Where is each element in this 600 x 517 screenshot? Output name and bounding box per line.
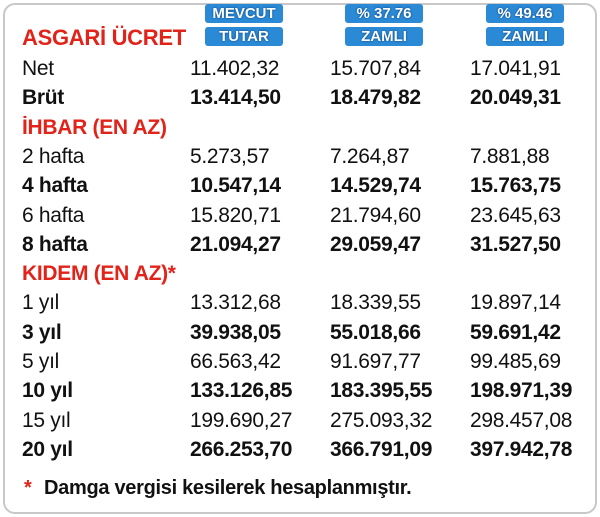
- row-label: 2 hafta: [22, 144, 85, 168]
- cell-value: 13.414,50: [190, 86, 281, 110]
- cell-value: 7.264,87: [330, 144, 410, 168]
- cell-value: 21.794,60: [330, 203, 421, 227]
- row-label: 10 yıl: [22, 379, 73, 403]
- cell-value: 21.094,27: [190, 232, 281, 256]
- note-marker: *: [24, 477, 32, 499]
- cell-value: 11.402,32: [190, 57, 280, 80]
- column-header: % 37.76: [345, 4, 423, 23]
- note-text: Damga vergisi kesilerek hesaplanmıştır.: [44, 477, 412, 499]
- cell-value: 366.791,09: [330, 437, 433, 461]
- cell-value: 99.485,69: [470, 350, 561, 373]
- cell-value: 55.018,66: [330, 320, 421, 344]
- row-label: 5 yıl: [22, 350, 60, 373]
- cell-value: 13.312,68: [190, 291, 281, 315]
- column-header: % 49.46: [486, 4, 564, 23]
- cell-value: 7.881,88: [470, 144, 550, 168]
- cell-value: 91.697,77: [330, 350, 421, 373]
- cell-value: 15.707,84: [330, 57, 421, 80]
- cell-value: 17.041,91: [470, 57, 561, 80]
- row-label: 15 yıl: [22, 408, 71, 432]
- row-label: 6 hafta: [22, 203, 85, 227]
- cell-value: 14.529,74: [330, 174, 421, 198]
- cell-value: 39.938,05: [190, 320, 281, 344]
- cell-value: 29.059,47: [330, 232, 421, 256]
- cell-value: 31.527,50: [470, 232, 561, 256]
- cell-value: 15.820,71: [190, 203, 281, 227]
- cell-value: 397.942,78: [470, 437, 573, 461]
- section-title: İHBAR (EN AZ): [22, 115, 167, 139]
- cell-value: 199.690,27: [190, 408, 293, 432]
- cell-value: 15.763,75: [470, 174, 561, 198]
- cell-value: 275.093,32: [330, 408, 433, 432]
- cell-value: 20.049,31: [470, 86, 561, 110]
- column-header: MEVCUT: [205, 4, 283, 23]
- cell-value: 23.645,63: [470, 203, 561, 227]
- cell-value: 266.253,70: [190, 437, 293, 461]
- row-label: 20 yıl: [22, 437, 73, 461]
- column-header: TUTAR: [205, 27, 283, 46]
- row-label: 1 yıl: [22, 291, 60, 315]
- column-header: ZAMLI: [345, 27, 423, 46]
- cell-value: 298.457,08: [470, 408, 573, 432]
- row-label: Brüt: [22, 86, 64, 110]
- cell-value: 18.339,55: [330, 291, 421, 315]
- section-title: KIDEM (EN AZ)*: [22, 262, 176, 286]
- cell-value: 59.691,42: [470, 320, 561, 344]
- row-label: Net: [22, 57, 54, 80]
- cell-value: 66.563,42: [190, 350, 281, 373]
- cell-value: 5.273,57: [190, 144, 270, 168]
- cell-value: 10.547,14: [190, 174, 281, 198]
- cell-value: 183.395,55: [330, 379, 433, 403]
- row-label: 4 hafta: [22, 174, 88, 198]
- table-title: ASGARİ ÜCRET: [22, 25, 186, 50]
- frame: [3, 3, 597, 514]
- cell-value: 18.479,82: [330, 86, 421, 110]
- cell-value: 198.971,39: [470, 379, 573, 403]
- cell-value: 133.126,85: [190, 379, 293, 403]
- row-label: 8 hafta: [22, 232, 88, 256]
- row-label: 3 yıl: [22, 320, 62, 344]
- column-header: ZAMLI: [486, 27, 564, 46]
- cell-value: 19.897,14: [470, 291, 561, 315]
